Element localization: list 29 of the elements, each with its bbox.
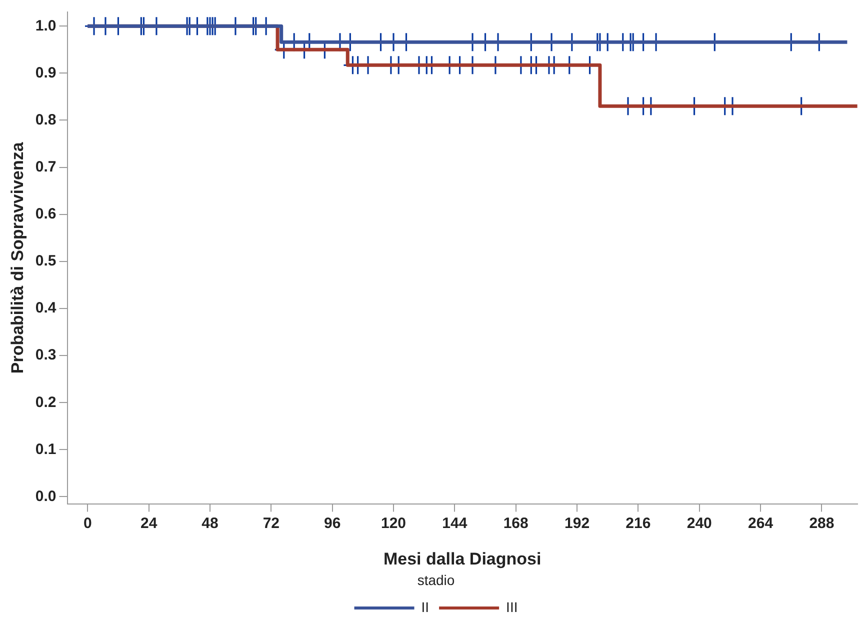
y-tick-label: 0.2 [35,394,56,411]
x-tick-label: 288 [809,514,834,532]
y-tick-label: 0.5 [35,252,56,270]
x-tick-label: 72 [262,514,280,532]
x-tick-label: 264 [748,514,774,532]
legend-title: stadio [417,572,455,588]
legend-label: II [421,598,430,615]
y-tick-label: 0.4 [35,300,57,317]
x-tick-label: 24 [140,514,158,532]
y-tick-label: 0.8 [35,111,56,128]
x-tick-label: 168 [503,514,528,532]
y-tick-label: 0.1 [35,440,56,458]
y-axis-title: Probabilità di Sopravvivenza [8,142,27,374]
x-tick-label: 0 [83,514,92,532]
y-tick-label: 0.7 [35,158,56,176]
x-tick-label: 240 [686,514,712,532]
y-tick-label: 0.3 [35,346,56,364]
x-axis-title: Mesi dalla Diagnosi [383,550,542,569]
x-tick-label: 216 [626,514,651,532]
y-tick-label: 1.0 [35,17,56,34]
y-tick-label: 0.9 [35,64,56,82]
x-tick-label: 96 [324,514,341,532]
y-tick-label: 0.6 [35,206,56,223]
legend-label: III [506,598,518,615]
x-tick-label: 120 [380,514,406,532]
y-tick-label: 0.0 [35,488,56,505]
x-tick-label: 48 [202,514,218,532]
x-tick-label: 192 [564,514,590,532]
x-tick-label: 144 [442,514,468,532]
